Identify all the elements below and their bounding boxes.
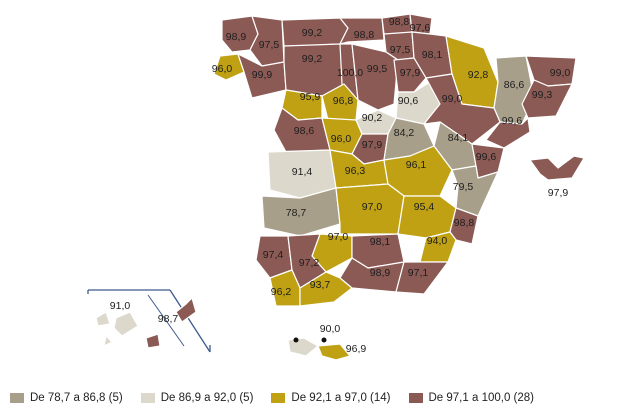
province-value-badajoz: 78,7 [286,207,307,219]
inset-divider [147,294,185,347]
province-value-cantabria: 98,8 [354,29,375,41]
province-value-huesca: 92,8 [468,69,489,81]
province-value-melilla: 96,9 [346,343,367,355]
province-value-madrid: 97,9 [362,139,383,151]
province-value-girona: 99,0 [550,67,571,79]
legend-label: De 86,9 a 92,0 (5) [160,392,254,404]
province-value-malaga: 93,7 [310,279,331,291]
legend-item: De 97,1 a 100,0 (28) [408,392,535,404]
province-value-granada: 98,9 [370,267,391,279]
province-murcia [419,231,457,263]
province-value-jaen: 98,1 [370,236,391,248]
province-value-alava: 97,5 [390,44,411,56]
province-value-santa-cruz-de-tenerife: 91,0 [110,300,131,312]
province-value-albacete: 95,4 [414,201,435,213]
province-value-la-rioja: 97,9 [400,67,421,79]
province-value-sevilla: 97,2 [299,257,320,269]
map-legend: De 78,7 a 86,8 (5) De 86,9 a 92,0 (5) De… [10,392,534,404]
province-zaragoza [423,73,501,145]
legend-swatch [271,393,286,403]
province-value-murcia: 94,0 [427,235,448,247]
legend-swatch [408,393,423,403]
province-value-pontevedra: 96,0 [212,63,233,75]
province-leon [283,43,345,97]
province-value-valencia: 79,5 [453,181,474,193]
inset-frame-diagonal [169,289,211,353]
province-value-palencia: 100,0 [337,67,363,79]
province-value-cordoba: 97,0 [328,231,349,243]
legend-label: De 97,1 a 100,0 (28) [428,392,535,404]
province-las-palmas [145,297,197,349]
province-value-almeria: 97,1 [408,267,429,279]
province-value-bizkaia: 98,8 [389,16,410,28]
province-value-huelva: 97,4 [263,249,284,261]
province-valencia [451,165,499,217]
legend-item: De 86,9 a 92,0 (5) [140,392,254,404]
province-value-ceuta: 90,0 [320,323,341,335]
province-value-a-coruna: 98,9 [226,31,247,43]
province-malaga [299,271,353,307]
province-la-rioja [393,57,427,93]
legend-swatch [10,393,24,403]
province-value-illes-balears: 97,9 [548,187,569,199]
province-value-ourense: 99,9 [252,69,273,81]
province-tarragona [485,117,531,149]
province-illes-balears [529,155,585,181]
province-value-guadalajara: 84,2 [394,127,415,139]
province-value-lleida: 86,6 [504,79,525,91]
legend-item: De 78,7 a 86,8 (5) [10,392,123,404]
legend-item: De 92,1 a 97,0 (14) [271,392,391,404]
province-value-leon: 99,2 [302,53,323,65]
province-value-asturias: 99,2 [302,27,323,39]
province-value-salamanca: 98,6 [294,125,315,137]
province-value-navarra: 98,1 [422,49,443,61]
province-barcelona [521,79,573,119]
legend-label: De 78,7 a 86,8 (5) [30,392,123,404]
province-value-ciudad-real: 97,0 [362,201,383,213]
province-melilla [317,343,351,361]
province-valladolid [321,83,359,121]
province-value-valladolid: 96,8 [333,95,354,107]
city-marker [321,337,327,343]
province-value-cadiz: 96,2 [271,286,292,298]
legend-swatch [140,393,155,403]
province-value-cuenca: 96,1 [406,159,427,171]
province-value-alicante: 98,8 [454,217,475,229]
province-value-castellon: 99,6 [476,151,497,163]
province-value-burgos: 99,5 [367,63,388,75]
province-value-barcelona: 99,3 [532,89,553,101]
province-value-zamora: 95,9 [300,91,321,103]
province-value-lugo: 97,5 [259,39,280,51]
province-santa-cruz-de-tenerife [95,311,139,347]
legend-label: De 92,1 a 97,0 (14) [291,392,391,404]
province-value-gipuzkoa: 97,6 [410,22,431,34]
province-ceuta [287,337,319,357]
province-value-avila: 96,0 [331,133,352,145]
province-value-segovia: 90,2 [362,112,383,124]
city-marker [293,337,299,343]
province-alicante [449,207,479,245]
province-value-teruel: 84,1 [448,132,469,144]
province-value-soria: 90,6 [398,95,419,107]
province-value-toledo: 96,3 [345,165,366,177]
spain-province-map: 98,997,599,2 98,898,8 97,697,5 98,196,0 99,9… [87,13,585,361]
province-value-las-palmas: 98,7 [158,313,179,325]
province-value-caceres: 91,4 [292,166,313,178]
province-value-tarragona: 99,6 [502,115,523,127]
province-almeria [395,261,449,295]
province-pontevedra [213,53,245,81]
province-value-zaragoza: 99,0 [442,93,463,105]
